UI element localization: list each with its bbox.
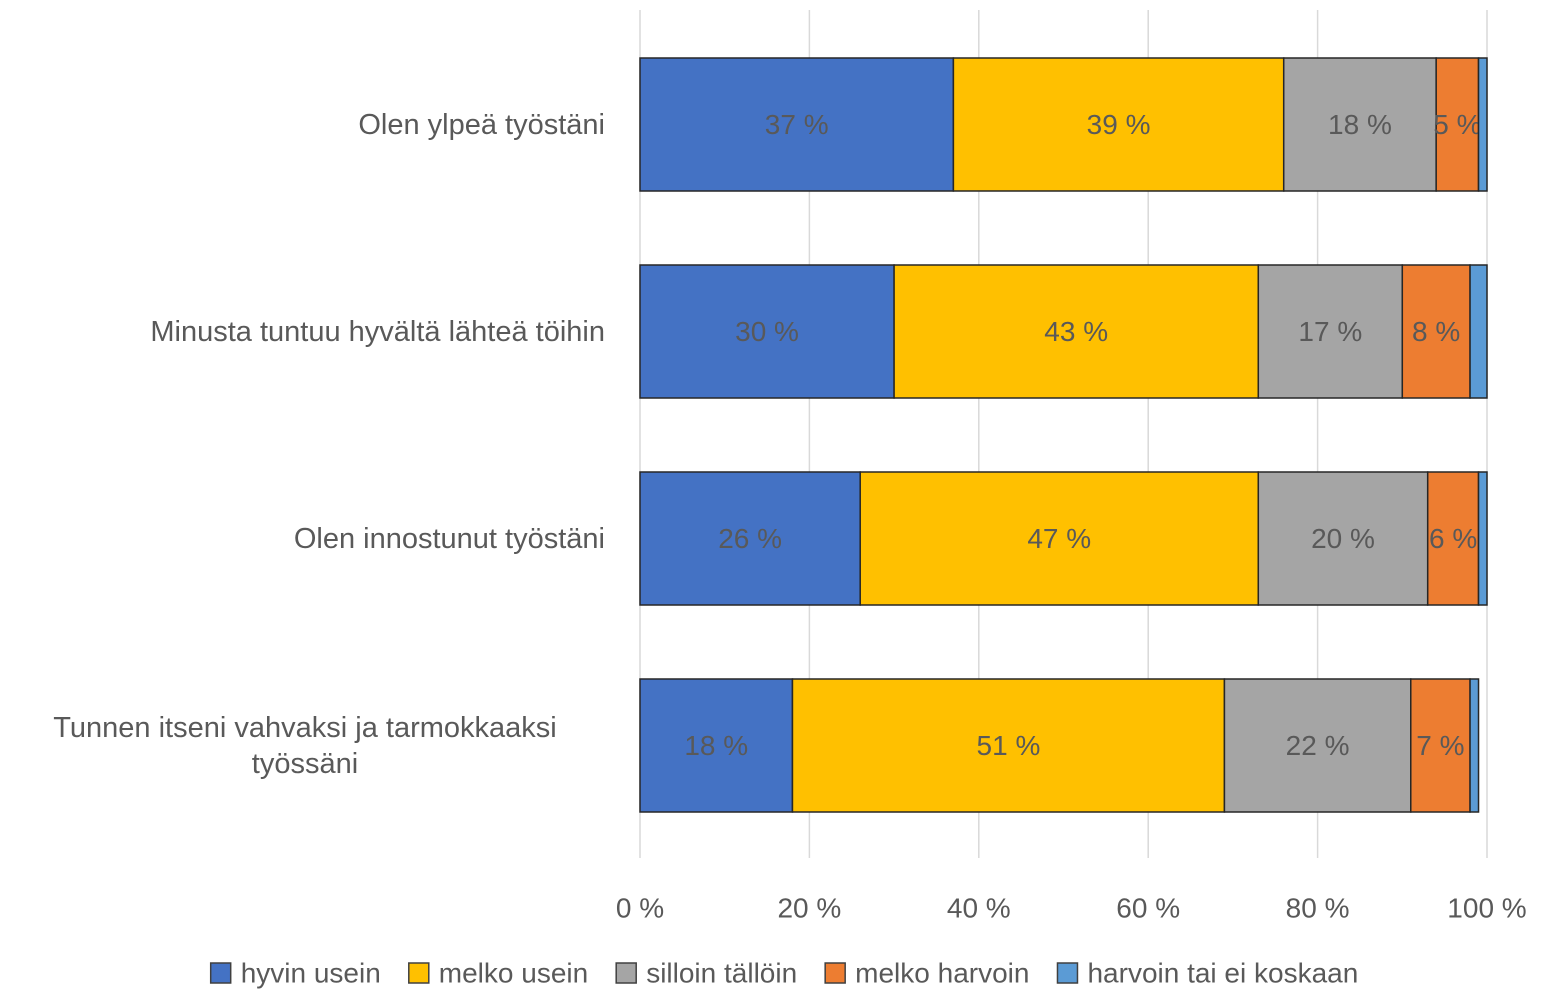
data-label: 18 %	[684, 730, 748, 761]
bar-segment	[1401, 264, 1471, 399]
legend-label: melko harvoin	[855, 957, 1029, 988]
category-label-box: Minusta tuntuu hyvältä lähteä töihin	[5, 314, 605, 350]
bar-segment	[1469, 264, 1488, 399]
bar-segment	[639, 678, 794, 813]
x-tick-label: 60 %	[1116, 892, 1180, 923]
legend-label: hyvin usein	[241, 957, 381, 988]
data-label: 51 %	[977, 730, 1041, 761]
bar-segment	[1469, 678, 1480, 813]
y-tick-label: Tunnen itseni vahvaksi ja tarmokkaaksi t…	[53, 711, 557, 780]
data-label: 20 %	[1311, 523, 1375, 554]
data-label: 8 %	[1412, 316, 1460, 347]
bar-segment	[1435, 57, 1480, 192]
legend-swatch	[824, 962, 846, 984]
bar-segment	[893, 264, 1260, 399]
bar-segment	[639, 471, 861, 606]
bar-segment	[1257, 471, 1429, 606]
data-label: 39 %	[1087, 109, 1151, 140]
data-label: 37 %	[765, 109, 829, 140]
data-label: 5 %	[1433, 109, 1481, 140]
bar-segment	[859, 471, 1260, 606]
data-label: 22 %	[1286, 730, 1350, 761]
data-label: 17 %	[1298, 316, 1362, 347]
data-label: 18 %	[1328, 109, 1392, 140]
y-tick-label: Minusta tuntuu hyvältä lähteä töihin	[150, 315, 605, 348]
legend-swatch	[1056, 962, 1079, 984]
bar-segment	[639, 264, 895, 399]
bar-segment	[1426, 471, 1480, 606]
bar-segment	[1477, 471, 1488, 606]
x-tick-label: 40 %	[947, 892, 1011, 923]
legend-swatch	[408, 962, 430, 984]
legend-swatch	[615, 962, 637, 984]
y-tick-label: Olen innostunut työstäni	[293, 522, 605, 555]
data-label: 7 %	[1416, 730, 1464, 761]
x-tick-label: 0 %	[616, 892, 664, 923]
category-label-box: Tunnen itseni vahvaksi ja tarmokkaaksi t…	[5, 710, 605, 782]
category-label-box: Olen ylpeä työstäni	[5, 107, 605, 143]
y-tick-label: Olen ylpeä työstäni	[358, 108, 605, 141]
x-tick-label: 80 %	[1286, 892, 1350, 923]
bar-segment	[1257, 264, 1404, 399]
legend-label: melko usein	[439, 957, 588, 988]
legend-label: harvoin tai ei koskaan	[1087, 957, 1358, 988]
x-tick-label: 100 %	[1447, 892, 1526, 923]
bar-segment	[1477, 57, 1488, 192]
data-label: 43 %	[1044, 316, 1108, 347]
bar-segment	[639, 57, 955, 192]
data-label: 6 %	[1429, 523, 1477, 554]
bar-segment	[791, 678, 1226, 813]
data-label: 26 %	[718, 523, 782, 554]
data-label: 30 %	[735, 316, 799, 347]
legend-label: silloin tällöin	[646, 957, 797, 988]
data-label: 47 %	[1027, 523, 1091, 554]
x-tick-label: 20 %	[777, 892, 841, 923]
category-label-box: Olen innostunut työstäni	[5, 521, 605, 557]
legend-swatch	[209, 962, 232, 984]
